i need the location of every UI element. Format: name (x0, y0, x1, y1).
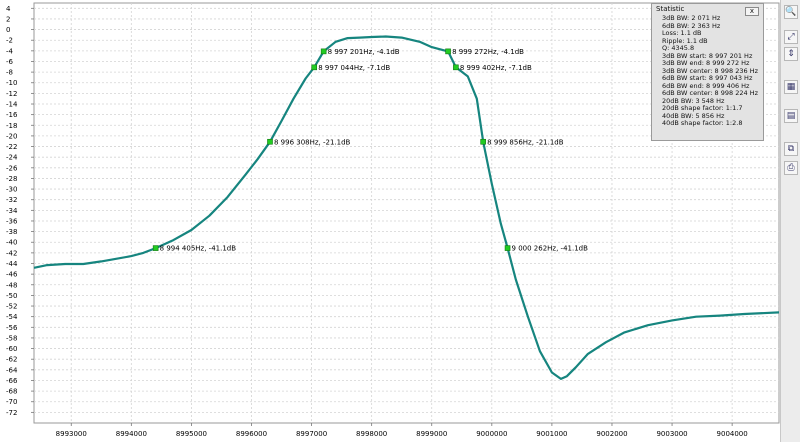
response-curve (33, 35, 780, 380)
y-tick-label: -58 (6, 334, 17, 342)
statistic-panel-title: Statistic (656, 5, 685, 13)
statistic-line: 6dB BW center: 8 998 224 Hz (662, 89, 759, 97)
marker-label: 8 996 308Hz, -21.1dB (274, 138, 351, 146)
statistic-line: 20dB BW: 3 548 Hz (662, 96, 725, 105)
y-tick-label: -32 (6, 196, 17, 204)
x-tick-label: 8998000 (356, 430, 387, 438)
y-tick-label: -6 (6, 58, 14, 66)
statistic-line: Ripple: 1.1 dB (662, 36, 708, 45)
statistic-line: 3dB BW end: 8 999 272 Hz (662, 59, 750, 67)
x-tick-label: 8994000 (116, 430, 147, 438)
statistic-line: Loss: 1.1 dB (662, 29, 702, 37)
marker-label: 8 997 201Hz, -4.1dB (328, 48, 400, 56)
y-tick-label: -12 (6, 90, 17, 98)
y-tick-label: -72 (6, 409, 17, 417)
y-tick-label: -26 (6, 164, 18, 172)
y-tick-label: -54 (6, 313, 18, 321)
y-tick-label: -16 (6, 111, 18, 119)
fit-view-icon[interactable]: ⤢ (784, 30, 798, 44)
x-tick-label: 9001000 (536, 430, 567, 438)
marker-point (267, 138, 273, 145)
vertical-scale-icon[interactable]: ⇕ (784, 47, 798, 61)
x-tick-label: 8997000 (296, 430, 327, 438)
y-tick-label: 0 (6, 26, 10, 34)
statistic-line: 6dB BW start: 8 997 043 Hz (662, 74, 753, 82)
copy-icon[interactable]: ⧉ (784, 142, 798, 156)
y-tick-label: -34 (6, 207, 18, 215)
marker-label: 9 000 262Hz, -41.1dB (512, 245, 589, 253)
y-tick-label: -44 (6, 260, 18, 268)
y-tick-label: -60 (6, 345, 17, 353)
x-tick-label: 9003000 (656, 430, 687, 438)
y-tick-label: -14 (6, 101, 18, 109)
marker-label: 8 997 044Hz, -7.1dB (318, 64, 390, 72)
marker-point (453, 64, 459, 71)
export-image-icon[interactable]: ▤ (784, 109, 798, 123)
marker-label: 8 999 402Hz, -7.1dB (460, 64, 532, 72)
y-tick-label: -46 (6, 271, 18, 279)
statistic-line: 6dB BW: 2 363 Hz (662, 21, 721, 30)
y-tick-label: -28 (6, 175, 17, 183)
marker-point (504, 245, 511, 251)
statistic-list: 3dB BW: 2 071 Hz 6dB BW: 2 363 Hz Loss: 1.… (662, 14, 759, 128)
y-tick-label: -20 (6, 132, 17, 140)
y-tick-label: -2 (6, 37, 13, 45)
y-tick-label: -42 (6, 249, 17, 257)
statistic-line: 3dB BW center: 8 998 236 Hz (662, 66, 759, 75)
x-tick-label: 8993000 (56, 430, 87, 438)
y-tick-label: -4 (6, 47, 14, 55)
y-tick-label: -24 (6, 154, 18, 162)
right-toolbar: 🔍 ⤢ ⇕ ▦ ▤ ⧉ ⎙ (780, 0, 800, 442)
statistic-line: 40dB BW: 5 856 Hz (662, 111, 725, 120)
chart-settings-icon[interactable]: ▦ (784, 80, 798, 94)
y-tick-label: -8 (6, 69, 13, 77)
statistic-line: 6dB BW end: 8 999 406 Hz (662, 81, 750, 90)
statistic-line: Q: 4345.8 (662, 44, 695, 52)
marker-point (320, 48, 327, 55)
y-tick-label: -30 (6, 186, 17, 194)
y-tick-label: -56 (6, 324, 18, 332)
zoom-icon[interactable]: 🔍 (784, 5, 798, 19)
statistic-line: 40dB shape factor: 1:2.8 (662, 119, 743, 127)
y-tick-label: -38 (6, 228, 17, 236)
marker-label: 8 999 272Hz, -4.1dB (452, 48, 524, 56)
y-tick-label: 2 (6, 15, 10, 23)
y-tick-label: -22 (6, 143, 17, 151)
y-tick-label: -40 (6, 239, 17, 247)
x-tick-label: 9004000 (717, 430, 748, 438)
marker-point (311, 64, 318, 71)
marker-point (152, 245, 159, 251)
statistic-line: 20dB shape factor: 1:1.7 (662, 104, 743, 112)
y-tick-label: -10 (6, 79, 17, 87)
y-tick-label: -36 (6, 217, 18, 225)
marker-point (480, 138, 486, 145)
y-tick-label: -68 (6, 388, 17, 396)
x-tick-label: 9000000 (476, 430, 507, 438)
statistic-panel[interactable]: Statistic x 3dB BW: 2 071 Hz 6dB BW: 2 36… (651, 3, 764, 141)
close-button[interactable]: x (745, 7, 759, 16)
statistic-line: 3dB BW start: 8 997 201 Hz (662, 51, 753, 60)
marker-label: 8 994 405Hz, -41.1dB (160, 245, 237, 253)
x-tick-label: 9002000 (596, 430, 627, 438)
y-tick-label: -48 (6, 281, 17, 289)
y-tick-label: -50 (6, 292, 17, 300)
marker-label: 8 999 856Hz, -21.1dB (487, 138, 564, 146)
y-tick-label: -52 (6, 303, 17, 311)
marker-point (445, 48, 451, 55)
statistic-line: 3dB BW: 2 071 Hz (662, 14, 721, 22)
y-tick-label: -70 (6, 398, 17, 406)
y-tick-label: -64 (6, 366, 18, 374)
y-tick-label: -66 (6, 377, 18, 385)
x-tick-label: 8999000 (416, 430, 447, 438)
print-icon[interactable]: ⎙ (784, 161, 798, 175)
x-tick-label: 8996000 (236, 430, 267, 438)
y-tick-label: -18 (6, 122, 17, 130)
y-tick-label: -62 (6, 356, 17, 364)
y-tick-label: 4 (6, 5, 11, 13)
x-tick-label: 8995000 (176, 430, 207, 438)
